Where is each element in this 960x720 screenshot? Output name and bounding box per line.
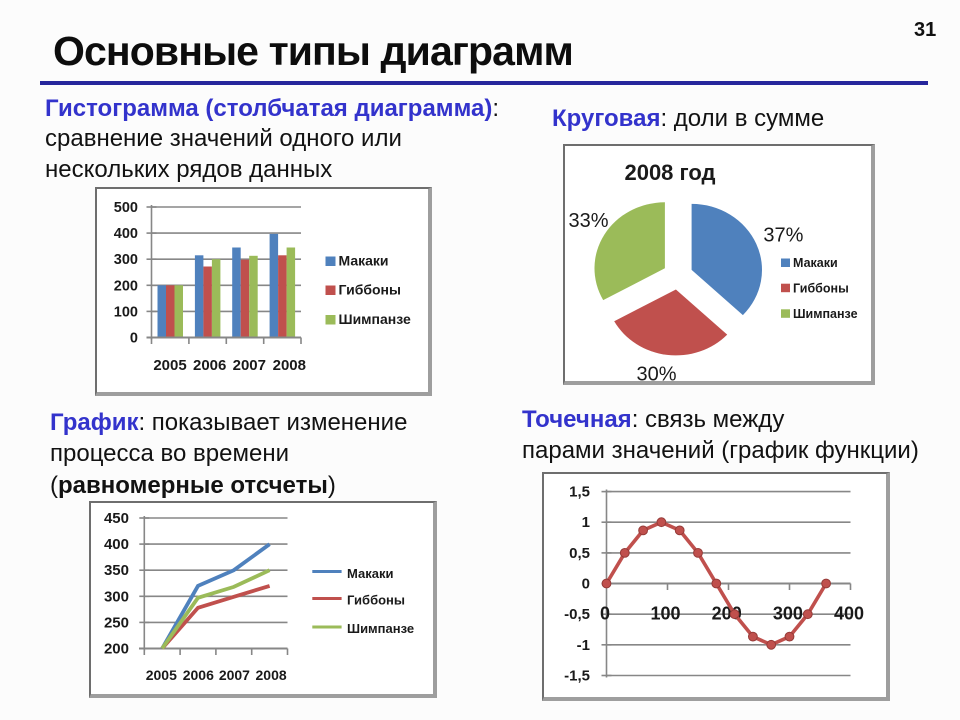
svg-text:Макаки: Макаки	[347, 566, 393, 581]
svg-text:300: 300	[114, 252, 138, 268]
svg-text:Гиббоны: Гиббоны	[793, 282, 849, 296]
svg-text:250: 250	[104, 614, 129, 631]
svg-text:2007: 2007	[219, 667, 250, 683]
svg-text:100: 100	[650, 604, 680, 624]
svg-text:Макаки: Макаки	[793, 256, 838, 270]
svg-text:Макаки: Макаки	[339, 253, 389, 269]
svg-text:30%: 30%	[636, 363, 676, 381]
svg-text:100: 100	[114, 304, 138, 320]
svg-text:400: 400	[114, 226, 138, 242]
svg-text:0: 0	[130, 331, 138, 347]
svg-text:0: 0	[600, 604, 610, 624]
svg-text:350: 350	[104, 562, 129, 579]
svg-text:200: 200	[114, 278, 138, 294]
svg-text:1,5: 1,5	[569, 484, 590, 501]
svg-text:Шимпанзе: Шимпанзе	[793, 307, 858, 321]
svg-text:1: 1	[582, 514, 590, 531]
svg-text:0,5: 0,5	[569, 545, 590, 562]
svg-text:2007: 2007	[233, 357, 266, 374]
svg-text:2008: 2008	[256, 667, 287, 683]
svg-text:33%: 33%	[568, 210, 608, 232]
svg-text:0: 0	[582, 576, 590, 593]
svg-text:400: 400	[104, 536, 129, 553]
svg-text:Шимпанзе: Шимпанзе	[339, 311, 412, 327]
svg-text:2006: 2006	[183, 667, 214, 683]
svg-text:37%: 37%	[763, 224, 803, 246]
svg-text:200: 200	[104, 641, 129, 658]
svg-text:Шимпанзе: Шимпанзе	[347, 621, 414, 636]
svg-text:Гиббоны: Гиббоны	[339, 282, 401, 298]
svg-text:-1,5: -1,5	[564, 668, 590, 685]
svg-text:300: 300	[773, 604, 803, 624]
svg-text:-0,5: -0,5	[564, 606, 590, 623]
svg-text:400: 400	[834, 604, 864, 624]
svg-text:2006: 2006	[193, 357, 226, 374]
svg-text:300: 300	[104, 588, 129, 605]
svg-text:2008: 2008	[273, 357, 306, 374]
svg-text:-1: -1	[577, 637, 590, 654]
svg-text:2008 год: 2008 год	[624, 160, 715, 185]
svg-text:2005: 2005	[153, 357, 186, 374]
svg-text:500: 500	[114, 200, 138, 216]
svg-text:450: 450	[104, 510, 129, 527]
svg-text:2005: 2005	[146, 667, 177, 683]
svg-text:Гиббоны: Гиббоны	[347, 593, 405, 608]
